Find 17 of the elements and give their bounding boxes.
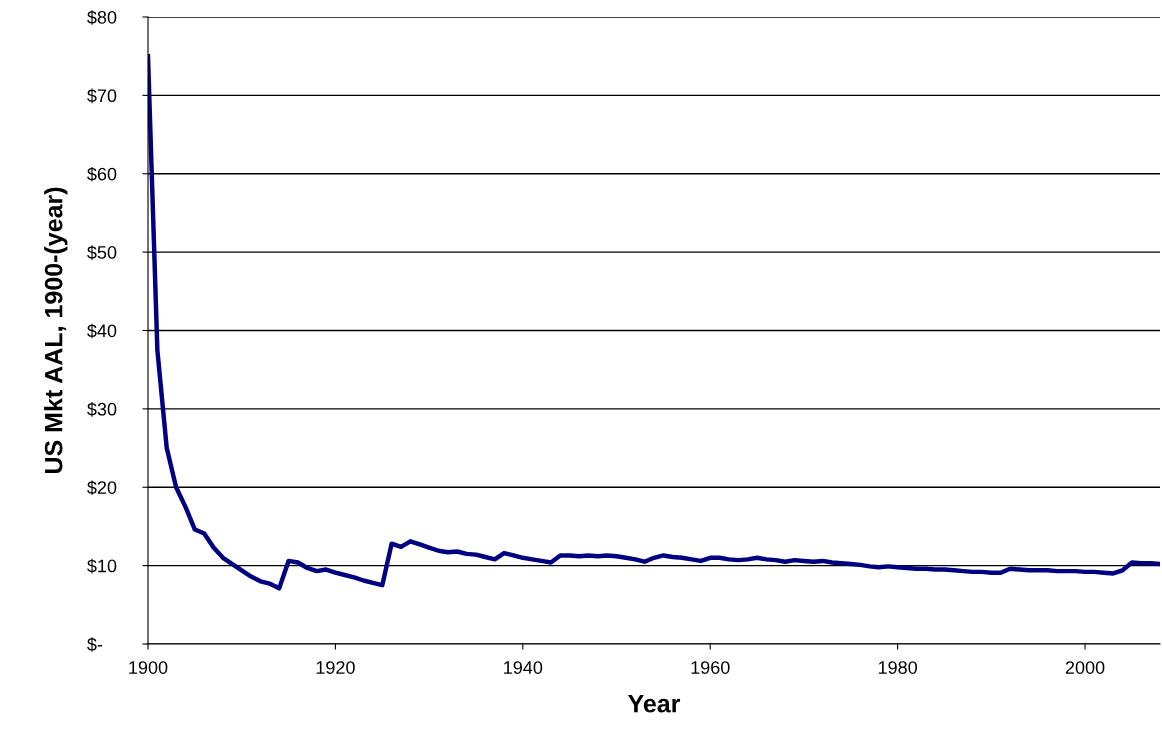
x-tick-label: 1940 xyxy=(504,661,543,674)
x-tick-label: 1900 xyxy=(129,661,168,674)
x-tick-label: 2000 xyxy=(1065,661,1105,674)
y-tick-label: $70 xyxy=(87,88,117,104)
y-tick-label: $10 xyxy=(87,558,117,574)
y-axis-title: US Mkt AAL, 1900-(year) xyxy=(44,187,68,474)
y-tick-label: $- xyxy=(87,637,103,652)
y-tick-label: $60 xyxy=(87,166,117,182)
x-tick-label: 1920 xyxy=(316,661,355,674)
y-tick-label: $20 xyxy=(87,480,117,496)
x-axis-title: Year xyxy=(628,695,681,713)
y-tick-label: $30 xyxy=(87,402,117,417)
x-tick-label: 1960 xyxy=(691,661,730,674)
y-tick-label: $80 xyxy=(87,10,117,25)
x-tick-label: 1980 xyxy=(878,661,918,674)
y-tick-label: $40 xyxy=(87,323,117,339)
y-tick-label: $50 xyxy=(87,245,117,260)
